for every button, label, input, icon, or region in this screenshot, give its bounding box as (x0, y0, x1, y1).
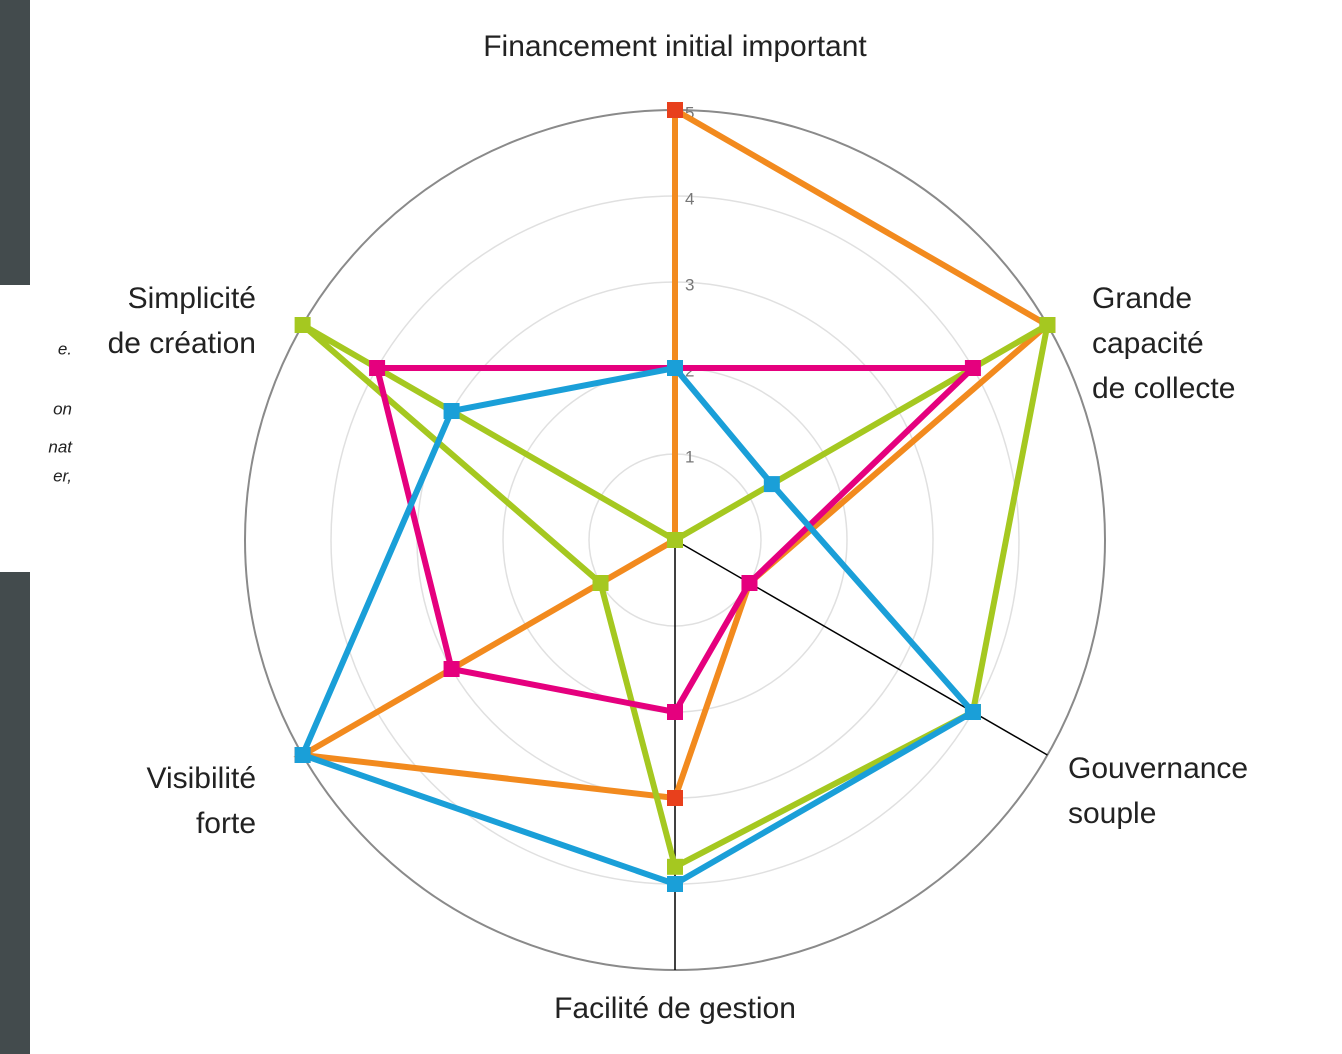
r-tick-label: 3 (685, 275, 694, 294)
data-point (443, 661, 460, 677)
data-point (667, 532, 683, 548)
data-point (369, 360, 386, 376)
side-fragments: e. on nat er, (48, 339, 73, 485)
axis-label: Gouvernance (1068, 752, 1248, 785)
data-point (667, 790, 683, 806)
axis-label: Grande (1092, 282, 1192, 315)
axis-label: souple (1068, 797, 1156, 830)
data-point (741, 575, 758, 591)
text-fragment: e. (58, 339, 72, 358)
axis-label: Financement initial important (483, 30, 867, 63)
data-point (294, 317, 311, 333)
axis-line (674, 539, 1048, 756)
data-point (667, 876, 683, 892)
data-point (964, 704, 981, 720)
data-point (667, 704, 683, 720)
data-point (964, 360, 981, 376)
r-tick-label: 4 (685, 189, 694, 208)
data-point (1039, 317, 1056, 333)
data-point (667, 360, 683, 376)
data-point (667, 102, 683, 118)
r-tick-label: 1 (685, 447, 694, 466)
axis-label: Facilité de gestion (554, 992, 796, 1025)
data-point (592, 575, 609, 591)
data-point (763, 476, 780, 493)
r-tick-label: 5 (685, 103, 694, 122)
axis-label: capacité (1092, 327, 1204, 360)
data-point (667, 858, 683, 875)
text-fragment: er, (53, 466, 72, 485)
side-panel (0, 285, 75, 572)
axis-label: de création (108, 327, 256, 360)
axis-label: Simplicité (128, 282, 256, 315)
axis-label: forte (196, 807, 256, 840)
text-fragment: on (53, 399, 72, 418)
text-fragment: nat (48, 437, 73, 456)
data-point (443, 403, 460, 419)
axis-label: Visibilité (147, 762, 257, 795)
chart-panel (30, 0, 1342, 1054)
axis-label: de collecte (1092, 372, 1235, 405)
data-point (294, 747, 311, 763)
